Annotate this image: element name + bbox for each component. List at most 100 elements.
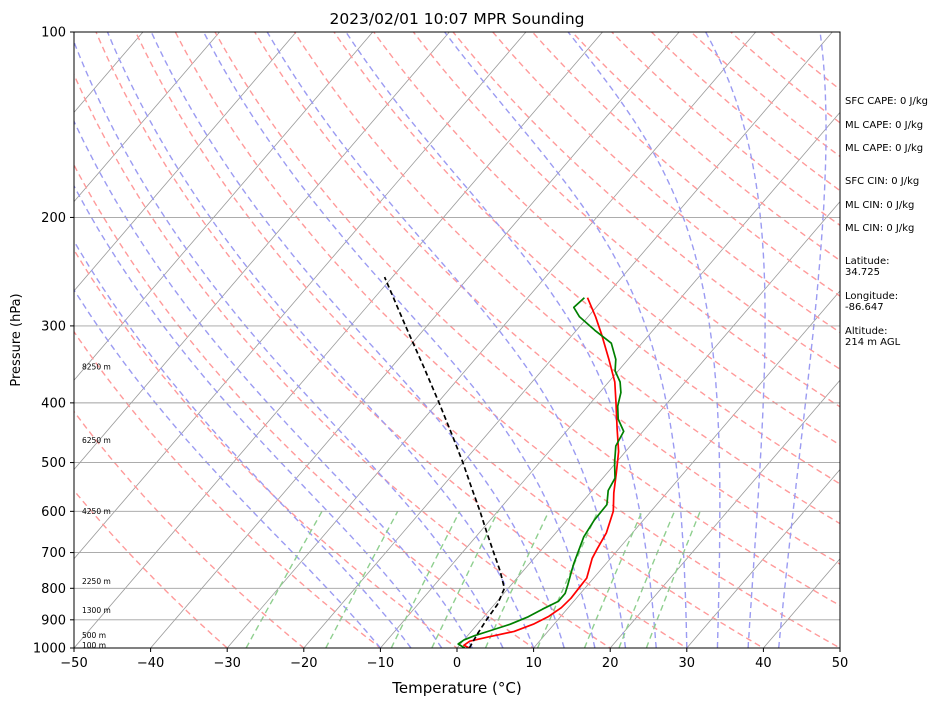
y-tick-label: 500 bbox=[41, 456, 66, 471]
y-tick-label: 800 bbox=[41, 582, 66, 597]
dry-adiabat-line bbox=[690, 32, 840, 158]
y-axis-ticks: 100 200 300 400 500 600 700 800 900 1000 bbox=[33, 26, 74, 657]
x-tick-label: −20 bbox=[290, 656, 317, 671]
dry-adiabat-line bbox=[293, 32, 840, 525]
latitude-value: 34.725 bbox=[845, 267, 880, 278]
dry-adiabat-line bbox=[729, 32, 840, 124]
isotherm-line bbox=[74, 32, 450, 471]
stat-ml-cin-2: ML CIN: 0 J/kg bbox=[845, 223, 914, 234]
moist-adiabat-line bbox=[74, 39, 504, 648]
height-label: 6250 m bbox=[82, 436, 111, 445]
mixing-ratio-line bbox=[325, 510, 399, 648]
isotherm-line bbox=[226, 32, 757, 648]
height-label: 8250 m bbox=[82, 363, 111, 372]
isotherm-line bbox=[74, 32, 527, 560]
moist-adiabat-line bbox=[74, 184, 443, 648]
x-tick-label: 50 bbox=[832, 656, 849, 671]
y-tick-label: 1000 bbox=[33, 642, 66, 657]
x-tick-label: 0 bbox=[453, 656, 461, 671]
x-tick-label: −30 bbox=[213, 656, 240, 671]
y-tick-label: 600 bbox=[41, 505, 66, 520]
dry-adiabat-line bbox=[74, 248, 459, 648]
latitude-label: Latitude: bbox=[845, 256, 890, 267]
parcel-line bbox=[383, 276, 506, 648]
mixing-ratio-line bbox=[431, 510, 499, 648]
background-lines bbox=[0, 18, 840, 661]
moist-adiabat-line bbox=[778, 32, 827, 648]
moist-adiabat-line bbox=[202, 32, 596, 648]
isotherm-line bbox=[456, 201, 840, 648]
mixing-ratio-line bbox=[390, 510, 461, 648]
dry-adiabat-line bbox=[74, 489, 229, 648]
isotherm-line bbox=[379, 111, 840, 648]
dry-adiabat-line bbox=[134, 32, 765, 648]
x-tick-label: 40 bbox=[755, 656, 772, 671]
dry-adiabat-line bbox=[452, 32, 840, 371]
y-tick-label: 700 bbox=[41, 546, 66, 561]
height-label: 2250 m bbox=[82, 577, 111, 586]
height-label: 500 m bbox=[82, 631, 106, 640]
mixing-ratio-line bbox=[618, 511, 676, 648]
isotherm-line bbox=[74, 32, 604, 648]
x-tick-label: 30 bbox=[679, 656, 696, 671]
moist-adiabat-line bbox=[106, 32, 535, 648]
moist-adiabat-line bbox=[705, 32, 766, 648]
isotherm-line bbox=[74, 32, 297, 292]
x-axis-label: Temperature (°C) bbox=[391, 679, 521, 697]
longitude-value: -86.647 bbox=[845, 302, 884, 313]
y-axis-label: Pressure (hPa) bbox=[9, 293, 24, 386]
profile-lines bbox=[383, 276, 625, 648]
longitude-label: Longitude: bbox=[845, 291, 898, 302]
moist-adiabat-line bbox=[266, 32, 627, 648]
height-label: 4250 m bbox=[82, 507, 111, 516]
stat-ml-cin: ML CIN: 0 J/kg bbox=[845, 200, 914, 211]
dry-adiabat-line bbox=[74, 73, 612, 648]
altitude-value: 214 m AGL bbox=[845, 337, 901, 348]
mixing-ratio-line bbox=[536, 511, 599, 648]
chart-title: 2023/02/01 10:07 MPR Sounding bbox=[329, 10, 584, 28]
mixing-ratio-line bbox=[245, 510, 323, 648]
temperature-line bbox=[463, 297, 620, 648]
y-tick-label: 100 bbox=[41, 26, 66, 41]
stat-sfc-cin: SFC CIN: 0 J/kg bbox=[845, 176, 919, 187]
stat-ml-cape-2: ML CAPE: 0 J/kg bbox=[845, 143, 923, 154]
x-tick-label: 10 bbox=[525, 656, 542, 671]
stats-panel: SFC CAPE: 0 J/kg ML CAPE: 0 J/kg ML CAPE… bbox=[845, 96, 928, 348]
moist-adiabat-line bbox=[150, 32, 565, 648]
isotherm-line bbox=[150, 32, 680, 648]
dry-adiabat-line bbox=[333, 32, 840, 485]
dry-adiabat-line bbox=[74, 330, 382, 648]
x-tick-label: −40 bbox=[137, 656, 164, 671]
moist-adiabat-line bbox=[74, 239, 412, 648]
isotherm-line bbox=[303, 32, 833, 648]
isotherm-line bbox=[609, 379, 840, 648]
x-tick-label: 20 bbox=[602, 656, 619, 671]
dry-adiabat-line bbox=[74, 410, 305, 648]
moist-adiabat-line bbox=[345, 32, 657, 648]
x-axis-ticks: −50 −40 −30 −20 −10 0 10 20 30 40 50 bbox=[60, 648, 848, 671]
dewpoint-line bbox=[457, 297, 625, 648]
isotherm-line bbox=[686, 468, 840, 648]
y-tick-label: 200 bbox=[41, 211, 66, 226]
stat-sfc-cape: SFC CAPE: 0 J/kg bbox=[845, 96, 928, 107]
plot-frame bbox=[73, 31, 841, 649]
moist-adiabat-line bbox=[444, 32, 688, 648]
y-tick-label: 900 bbox=[41, 613, 66, 628]
height-label: 100 m bbox=[82, 641, 106, 650]
altitude-label: Altitude: bbox=[845, 326, 887, 337]
dry-adiabat-line bbox=[253, 32, 840, 565]
y-tick-label: 400 bbox=[41, 396, 66, 411]
y-tick-label: 300 bbox=[41, 319, 66, 334]
moist-adiabat-line bbox=[567, 32, 721, 648]
moist-adiabat-line bbox=[74, 119, 473, 648]
x-tick-label: −10 bbox=[367, 656, 394, 671]
isotherm-line bbox=[0, 18, 2, 661]
dry-adiabat-line bbox=[95, 32, 689, 648]
isotherm-line bbox=[74, 32, 221, 203]
pressure-gridlines bbox=[74, 216, 840, 621]
height-label: 1300 m bbox=[82, 606, 111, 615]
isotherm-line bbox=[74, 32, 374, 381]
stat-ml-cape: ML CAPE: 0 J/kg bbox=[845, 120, 923, 131]
